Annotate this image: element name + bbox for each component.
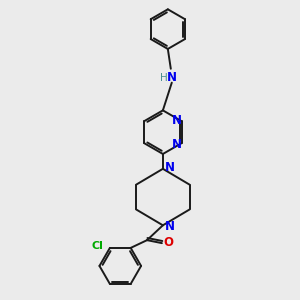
Text: Cl: Cl (91, 241, 103, 251)
Text: N: N (165, 161, 175, 174)
Text: N: N (172, 138, 182, 151)
Text: N: N (167, 71, 177, 84)
Text: N: N (165, 220, 175, 233)
Text: H: H (160, 73, 168, 83)
Text: O: O (164, 236, 174, 249)
Text: N: N (172, 114, 182, 127)
